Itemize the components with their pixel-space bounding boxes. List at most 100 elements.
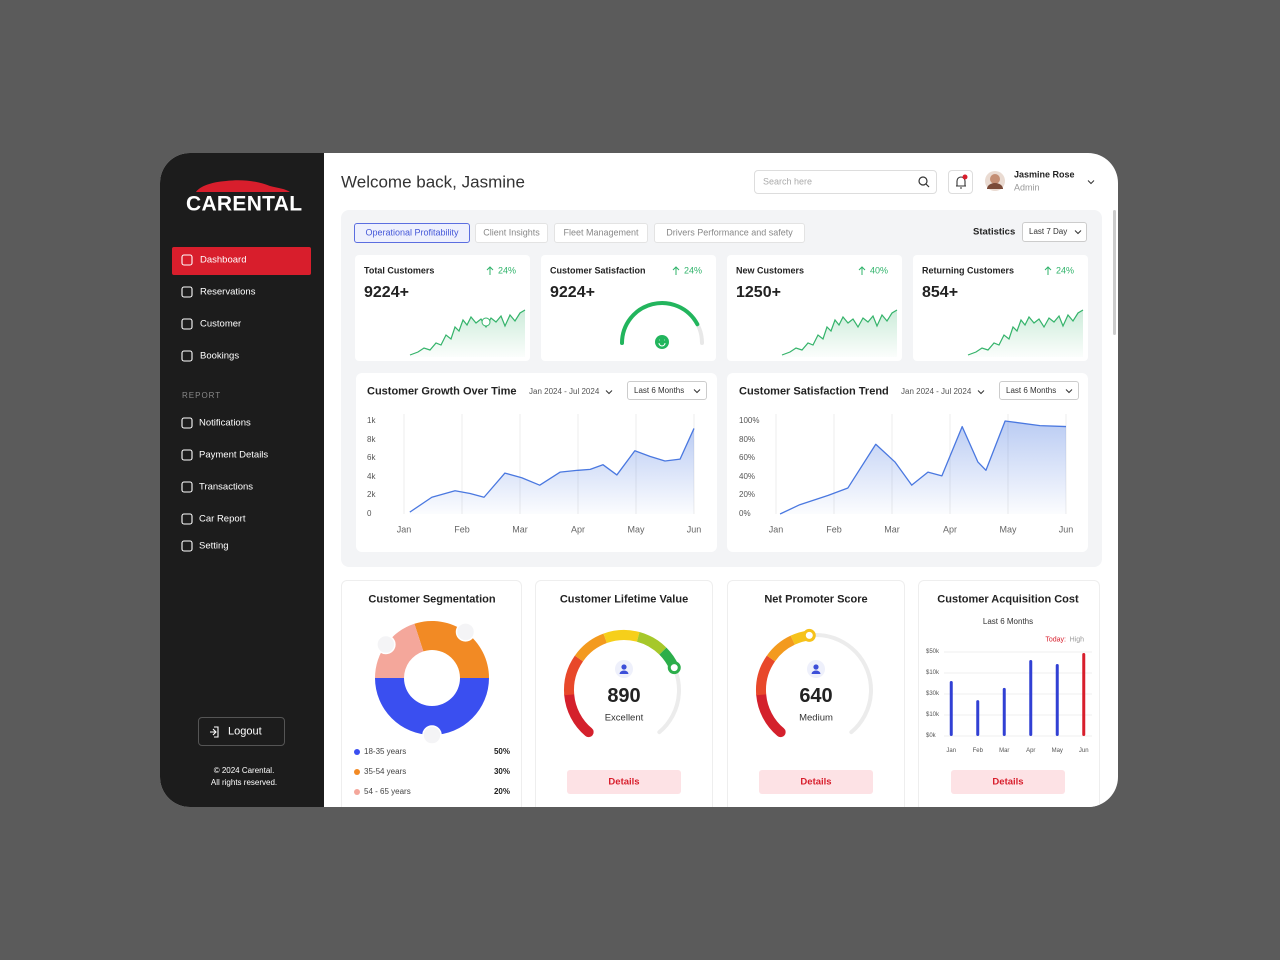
x-tick-label: Mar xyxy=(999,748,1010,754)
x-tick-label: May xyxy=(1051,748,1063,754)
chart-title: Customer Growth Over Time xyxy=(367,385,517,398)
logout-button[interactable] xyxy=(198,717,285,746)
legend-value: 30% xyxy=(493,767,510,776)
segment-card xyxy=(341,580,522,807)
chart-subtitle: Last 6 Months xyxy=(982,617,1034,626)
x-tick-label: Jan xyxy=(946,748,957,754)
y-tick-label: 80% xyxy=(739,434,756,444)
details-label[interactable]: Details xyxy=(608,776,640,788)
tab[interactable] xyxy=(475,223,548,243)
scrollbar xyxy=(1113,210,1116,335)
details-button[interactable] xyxy=(951,770,1065,794)
legend-label: 18-35 years xyxy=(364,747,407,756)
statistics-label: Statistics xyxy=(973,226,1016,238)
slice-label: 20% xyxy=(379,640,393,648)
chart-title: Customer Acquisition Cost xyxy=(937,593,1079,606)
nav-item[interactable]: Notifications xyxy=(199,417,251,429)
chart-title: Customer Segmentation xyxy=(368,593,496,606)
user-name: Jasmine Rose xyxy=(1014,169,1075,180)
score-rating: Medium xyxy=(799,712,833,724)
tab[interactable] xyxy=(554,223,648,243)
date-range[interactable]: Jan 2024 - Jul 2024 xyxy=(901,387,972,396)
slice-label: 30% xyxy=(458,627,473,635)
statistics-range: Last 7 Day xyxy=(1029,227,1068,236)
x-tick-label: Jan xyxy=(768,524,784,535)
score-value: 640 xyxy=(799,685,833,707)
kpi-title: Customer Satisfaction xyxy=(550,265,646,276)
search-box[interactable] xyxy=(754,170,937,194)
copyright: © 2024 Carental. xyxy=(213,766,275,775)
y-tick-label: $50k xyxy=(926,649,940,655)
details-button[interactable] xyxy=(759,770,873,794)
kpi-value: 854+ xyxy=(922,284,959,301)
x-tick-label: May xyxy=(999,524,1017,535)
nav-item[interactable]: Reservations xyxy=(200,286,256,298)
legend-label: 35-54 years xyxy=(364,767,407,776)
tab-label[interactable]: Client Insights xyxy=(483,227,540,238)
nav-item[interactable]: Setting xyxy=(199,540,229,552)
y-tick-label: 60% xyxy=(739,453,756,463)
greeting: Welcome back, Jasmine xyxy=(341,172,525,192)
kpi-change: 24% xyxy=(684,265,703,276)
period-dropdown[interactable] xyxy=(999,381,1079,400)
y-tick-label: $30k xyxy=(926,691,940,697)
y-tick-label: $10k xyxy=(926,712,940,718)
statistics-dropdown[interactable] xyxy=(1022,222,1087,242)
nav-item[interactable]: Dashboard xyxy=(200,254,247,266)
y-tick-label: 20% xyxy=(739,490,756,500)
nav-active[interactable] xyxy=(172,247,311,275)
score-rating: Excellent xyxy=(604,712,644,724)
tab[interactable] xyxy=(354,223,470,243)
y-tick-label: 100% xyxy=(739,416,760,425)
nav-item[interactable]: Transactions xyxy=(199,481,254,493)
rights: All rights reserved. xyxy=(210,778,278,787)
x-tick-label: May xyxy=(627,524,645,535)
score-title: Customer Lifetime Value xyxy=(559,593,689,606)
details-label[interactable]: Details xyxy=(800,776,832,788)
nav-item[interactable]: Payment Details xyxy=(199,449,269,461)
kpi-value: 9224+ xyxy=(550,284,595,301)
legend-value: 20% xyxy=(493,787,510,796)
nav-item[interactable]: Customer xyxy=(200,318,242,330)
avatar-face xyxy=(990,174,1000,184)
legend-value: 50% xyxy=(493,747,510,756)
kpi-value: 9224+ xyxy=(364,284,409,301)
notification-button[interactable] xyxy=(948,170,973,194)
x-tick-label: Apr xyxy=(570,524,586,535)
slice-label: 50% xyxy=(425,730,439,738)
logout-label: Logout xyxy=(228,725,262,738)
y-tick-label: $10k xyxy=(926,670,940,676)
brand: CARENTAL xyxy=(186,192,303,216)
tab-label[interactable]: Drivers Performance and safety xyxy=(666,227,793,238)
kpi-title: New Customers xyxy=(736,265,805,276)
x-tick-label: Jun xyxy=(686,524,702,535)
nav-item[interactable]: Bookings xyxy=(200,350,240,362)
x-tick-label: Jun xyxy=(1078,748,1089,754)
kpi-title: Total Customers xyxy=(364,265,435,276)
date-range[interactable]: Jan 2024 - Jul 2024 xyxy=(529,387,600,396)
tab[interactable] xyxy=(654,223,805,243)
avatar-body xyxy=(987,183,1003,189)
period[interactable]: Last 6 Months xyxy=(1006,386,1057,395)
y-tick-label: 0 xyxy=(367,509,372,518)
y-tick-label: 1k xyxy=(367,416,376,425)
y-tick-label: 40% xyxy=(739,471,756,481)
tab-label[interactable]: Fleet Management xyxy=(563,227,639,238)
period-dropdown[interactable] xyxy=(627,381,707,400)
details-label[interactable]: Details xyxy=(992,776,1024,788)
annotation-text: High xyxy=(1069,636,1084,644)
x-tick-label: Mar xyxy=(884,524,900,535)
y-tick-label: 2k xyxy=(367,490,376,500)
kpi-change: 40% xyxy=(870,265,889,276)
nav-item[interactable]: Car Report xyxy=(199,513,246,525)
x-tick-label: Apr xyxy=(942,524,958,535)
x-tick-label: Feb xyxy=(454,524,470,535)
tab-label[interactable]: Operational Profitability xyxy=(365,227,459,238)
annotation-label: Today: xyxy=(1045,636,1066,644)
details-button[interactable] xyxy=(567,770,681,794)
period[interactable]: Last 6 Months xyxy=(634,386,685,395)
x-tick-label: Feb xyxy=(972,748,983,754)
score-title: Net Promoter Score xyxy=(764,593,868,606)
